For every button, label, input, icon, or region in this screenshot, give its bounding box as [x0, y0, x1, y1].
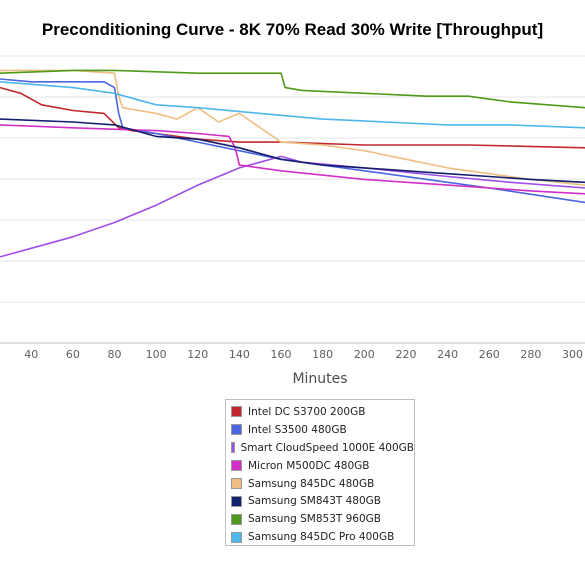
x-tick-label: 260	[479, 348, 500, 361]
series-line-6	[0, 118, 585, 184]
x-tick-label: 40	[24, 348, 38, 361]
x-tick-label: 280	[520, 348, 541, 361]
legend-item[interactable]: Samsung 845DC Pro 400GB	[231, 528, 414, 546]
x-tick-label: 240	[437, 348, 458, 361]
x-tick-label: 120	[187, 348, 208, 361]
grid-lines	[0, 55, 585, 344]
legend-swatch	[231, 442, 235, 454]
x-tick-label: 60	[66, 348, 80, 361]
x-tick-label: 100	[146, 348, 167, 361]
legend-label: Samsung 845DC 480GB	[248, 477, 375, 490]
x-tick-label: 220	[395, 348, 416, 361]
chart-title: Preconditioning Curve - 8K 70% Read 30% …	[41, 20, 544, 39]
legend-label: Smart CloudSpeed 1000E 400GB	[240, 441, 414, 454]
x-axis: 40 60 80 100 120 140 160 180 200 220 240 260 280 300	[24, 348, 583, 361]
legend-item[interactable]: Samsung 845DC 480GB	[231, 475, 414, 493]
legend-swatch	[231, 513, 242, 525]
legend-label: Samsung 845DC Pro 400GB	[248, 531, 395, 544]
legend-label: Intel DC S3700 200GB	[248, 405, 366, 418]
legend-swatch	[231, 424, 242, 436]
legend-swatch	[231, 478, 242, 489]
series-line-5	[0, 69, 585, 186]
legend-swatch	[231, 495, 242, 507]
legend-label: Micron M500DC 480GB	[248, 459, 370, 472]
series-line-3	[0, 155, 585, 258]
legend-item[interactable]: Smart CloudSpeed 1000E 400GB	[231, 439, 414, 457]
x-tick-label: 300	[562, 348, 583, 361]
legend-item[interactable]: Micron M500DC 480GB	[231, 457, 414, 475]
legend-item[interactable]: Samsung SM853T 960GB	[231, 510, 414, 528]
legend-item[interactable]: Intel S3500 480GB	[231, 421, 414, 439]
x-axis-label: Minutes	[292, 371, 347, 387]
legend-label: Samsung SM843T 480GB	[248, 495, 382, 508]
series-layer	[0, 69, 585, 258]
x-tick-label: 80	[108, 348, 122, 361]
x-tick-label: 200	[354, 348, 375, 361]
legend-label: Intel S3500 480GB	[248, 423, 347, 436]
legend-label: Samsung SM853T 960GB	[248, 513, 382, 526]
x-tick-label: 180	[312, 348, 333, 361]
series-line-8	[0, 81, 585, 129]
legend-swatch	[231, 531, 242, 543]
x-tick-label: 160	[271, 348, 292, 361]
legend-swatch	[231, 460, 242, 472]
legend-item[interactable]: Intel DC S3700 200GB	[231, 403, 414, 421]
line-chart: 40 60 80 100 120 140 160 180 200 220 240 260 280 300 …	[0, 55, 585, 387]
series-line-7	[0, 69, 585, 109]
legend-item[interactable]: Samsung SM843T 480GB	[231, 492, 414, 510]
series-line-4	[0, 124, 585, 195]
legend: Intel DC S3700 200GB Intel S3500 480GB Sma…	[225, 399, 415, 546]
series-line-2	[0, 78, 585, 204]
x-tick-label: 140	[229, 348, 250, 361]
legend-swatch	[231, 406, 242, 418]
